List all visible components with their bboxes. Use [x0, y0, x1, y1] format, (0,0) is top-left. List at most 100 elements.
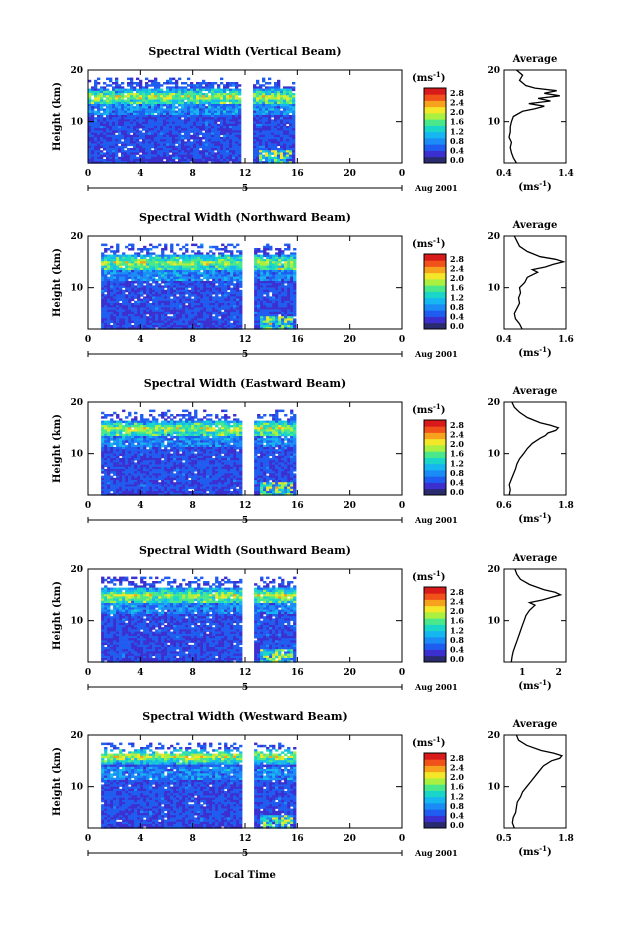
- heatmap-cell: [128, 309, 132, 313]
- heatmap-cell: [173, 318, 177, 321]
- heatmap-cell: [230, 254, 234, 258]
- heatmap-cell: [233, 296, 237, 299]
- heatmap-cell: [236, 320, 240, 324]
- heatmap-cell: [167, 272, 171, 275]
- heatmap-cell: [281, 300, 285, 304]
- heatmap-cell: [265, 143, 269, 147]
- heatmap-cell: [157, 156, 161, 160]
- heatmap-cell: [229, 156, 233, 160]
- heatmap-cell: [184, 106, 188, 109]
- heatmap-cell: [101, 298, 105, 302]
- heatmap-cell: [253, 159, 257, 162]
- heatmap-cell: [125, 285, 129, 288]
- heatmap-cell: [94, 86, 98, 89]
- heatmap-cell: [226, 126, 230, 129]
- heatmap-cell: [139, 90, 143, 94]
- heatmap-cell: [115, 108, 119, 111]
- heatmap-cell: [157, 95, 161, 98]
- heatmap-cell: [181, 145, 185, 149]
- heatmap-cell: [274, 150, 278, 153]
- unit-base: (ms: [412, 239, 433, 250]
- heatmap-cell: [128, 325, 132, 328]
- heatmap-cell: [107, 283, 111, 286]
- heatmap-cell: [169, 88, 173, 92]
- heatmap-cell: [145, 86, 149, 89]
- heatmap-cell: [230, 420, 234, 424]
- heatmap-cell: [203, 270, 207, 273]
- heatmap-cell: [259, 88, 263, 92]
- heatmap-cell: [146, 320, 150, 324]
- heatmap-cell: [142, 119, 146, 122]
- heatmap-cell: [173, 287, 177, 291]
- heatmap-cell: [179, 325, 183, 328]
- heatmap-cell: [256, 95, 260, 98]
- heatmap-cell: [187, 99, 191, 103]
- heatmap-cell: [167, 307, 171, 310]
- heatmap-cell: [118, 150, 122, 153]
- heatmap-cell: [271, 139, 275, 142]
- heatmap-cell: [275, 294, 279, 297]
- heatmap-cell: [182, 274, 186, 277]
- heatmap-cell: [194, 316, 198, 319]
- heatmap-cell: [271, 95, 275, 98]
- heatmap-cell: [271, 126, 275, 129]
- heatmap-cell: [137, 261, 141, 264]
- x-tick-label: 20: [343, 335, 356, 345]
- heatmap-cell: [107, 303, 111, 306]
- heatmap-cell: [259, 101, 263, 105]
- heatmap-cell: [221, 261, 225, 264]
- heatmap-cell: [136, 132, 140, 136]
- heatmap-cell: [110, 309, 114, 313]
- heatmap-cell: [173, 325, 177, 328]
- heatmap-cell: [281, 265, 285, 269]
- heatmap-cell: [185, 261, 189, 264]
- heatmap-cell: [283, 97, 287, 100]
- heatmap-cell: [287, 309, 291, 313]
- heatmap-cell: [175, 112, 179, 116]
- heatmap-cell: [254, 420, 258, 424]
- heatmap-cell: [260, 265, 264, 269]
- heatmap-cell: [184, 159, 188, 162]
- heatmap-cell: [238, 152, 242, 155]
- heatmap-cell: [203, 294, 207, 297]
- heatmap-cell: [286, 159, 290, 162]
- heatmap-cell: [182, 259, 186, 262]
- heatmap-cell: [179, 248, 183, 251]
- heatmap-cell: [202, 101, 206, 105]
- heatmap-cell: [280, 99, 284, 103]
- heatmap-cell: [121, 123, 125, 127]
- heatmap-cell: [97, 123, 101, 127]
- heatmap-cell: [100, 141, 104, 144]
- heatmap-cell: [284, 427, 288, 430]
- heatmap-cell: [115, 123, 119, 127]
- heatmap-cell: [217, 90, 221, 94]
- heatmap-cell: [233, 267, 237, 271]
- heatmap-cell: [149, 307, 153, 310]
- heatmap-cell: [265, 141, 269, 144]
- heatmap-cell: [188, 322, 192, 326]
- heatmap-cell: [278, 322, 282, 326]
- heatmap-cell: [101, 429, 105, 432]
- heatmap-cell: [122, 283, 126, 286]
- heatmap-cell: [290, 409, 294, 413]
- heatmap-cell: [130, 134, 134, 138]
- heatmap-cell: [257, 270, 261, 273]
- colorbar-frame: [423, 253, 447, 330]
- heatmap-cell: [125, 316, 129, 319]
- heatmap-cell: [113, 250, 117, 253]
- heatmap-cell: [293, 283, 297, 286]
- heatmap-cell: [221, 267, 225, 271]
- heatmap-cell: [116, 327, 120, 330]
- heatmap-cell: [170, 305, 174, 308]
- heatmap-cell: [230, 259, 234, 262]
- heatmap-cell: [200, 418, 204, 421]
- heatmap-cell: [181, 95, 185, 98]
- heatmap-cell: [253, 93, 257, 96]
- heatmap-cell: [235, 132, 239, 136]
- heatmap-cell: [170, 243, 174, 247]
- heatmap-cell: [121, 141, 125, 144]
- heatmap-cell: [275, 316, 279, 319]
- heatmap-cell: [224, 278, 228, 282]
- heatmap-cell: [158, 261, 162, 264]
- heatmap-cell: [175, 126, 179, 129]
